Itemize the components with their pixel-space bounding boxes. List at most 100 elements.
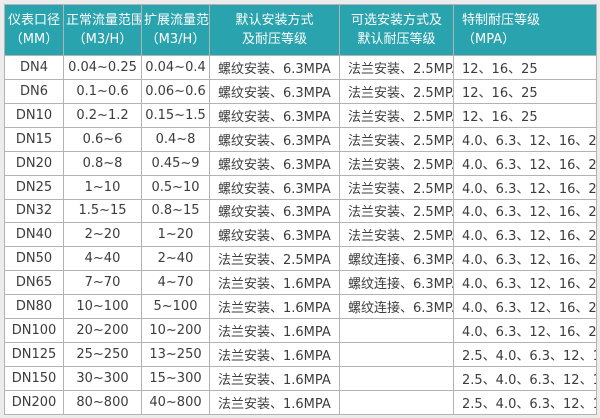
- cell-normal-flow: 1.5~15: [63, 198, 142, 224]
- cell-optional-install: [339, 342, 454, 367]
- cell-special-pressure: 4.0、6.3、12、16、25: [453, 318, 597, 344]
- cell-extended-flow: 40~800: [141, 389, 210, 416]
- col-header-extended-flow-range: 扩展流量范围 （M3/H）: [141, 4, 210, 56]
- cell-extended-flow: 13~250: [141, 342, 210, 367]
- cell-diameter: DN4: [4, 55, 64, 80]
- table-row: DN15 0.6~6 0.4~8 螺纹安装、6.3MPA 法兰安装、2.5MPA…: [4, 126, 597, 152]
- table-row: DN20 0.8~8 0.45~9 螺纹安装、6.3MPA 法兰安装、2.5MP…: [4, 150, 597, 176]
- cell-diameter: DN32: [4, 198, 64, 224]
- cell-special-pressure: 4.0、6.3、12、16、25: [453, 246, 597, 272]
- cell-normal-flow: 1~10: [63, 174, 142, 200]
- cell-default-install: 螺纹安装、6.3MPA: [209, 78, 340, 104]
- header-line: 及耐压等级: [241, 32, 307, 47]
- cell-default-install: 螺纹安装、6.3MPA: [209, 198, 340, 224]
- cell-extended-flow: 4~70: [141, 270, 210, 296]
- table-body: DN4 0.04~0.25 0.04~0.4 螺纹安装、6.3MPA 法兰安装、…: [4, 55, 597, 416]
- header-line: 默认安装方式: [235, 13, 314, 28]
- table-row: DN6 0.1~0.6 0.06~0.6 螺纹安装、6.3MPA 法兰安装、2.…: [4, 78, 597, 104]
- header-line: 扩展流量范围: [144, 13, 210, 28]
- cell-extended-flow: 0.04~0.4: [141, 55, 210, 80]
- cell-default-install: 法兰安装、1.6MPA: [209, 270, 340, 296]
- cell-diameter: DN40: [4, 222, 64, 248]
- cell-default-install: 法兰安装、1.6MPA: [209, 342, 340, 367]
- cell-special-pressure: 12、16、25: [453, 78, 597, 104]
- table-row: DN50 4~40 2~40 法兰安装、2.5MPA 螺纹连接、6.3MPA 4…: [4, 246, 597, 272]
- cell-optional-install: 法兰安装、2.5MPA: [339, 150, 454, 176]
- cell-special-pressure: 2.5、4.0、6.3、12、16: [453, 365, 597, 391]
- cell-optional-install: 法兰安装、2.5MPA: [339, 78, 454, 104]
- table-row: DN32 1.5~15 0.8~15 螺纹安装、6.3MPA 法兰安装、2.5M…: [4, 198, 597, 224]
- cell-special-pressure: 4.0、6.3、12、16、25: [453, 150, 597, 176]
- cell-default-install: 螺纹安装、6.3MPA: [209, 55, 340, 80]
- cell-special-pressure: 12、16、25: [453, 55, 597, 80]
- cell-default-install: 螺纹安装、6.3MPA: [209, 150, 340, 176]
- cell-extended-flow: 5~100: [141, 294, 210, 320]
- cell-default-install: 法兰安装、1.6MPA: [209, 389, 340, 416]
- cell-diameter: DN125: [4, 342, 64, 367]
- col-header-diameter: 仪表口径 （MM）: [4, 4, 64, 56]
- cell-diameter: DN100: [4, 318, 64, 344]
- header-line: （MPA）: [462, 32, 516, 47]
- table-row: DN65 7~70 4~70 法兰安装、1.6MPA 螺纹连接、6.3MPA 4…: [4, 270, 597, 296]
- cell-default-install: 螺纹安装、6.3MPA: [209, 126, 340, 152]
- table-row: DN40 2~20 1~20 螺纹安装、6.3MPA 法兰安装、2.5MPA 4…: [4, 222, 597, 248]
- cell-diameter: DN80: [4, 294, 64, 320]
- cell-special-pressure: 4.0、6.3、12、16、25: [453, 270, 597, 296]
- col-header-default-install: 默认安装方式 及耐压等级: [209, 4, 340, 56]
- cell-optional-install: [339, 389, 454, 416]
- cell-default-install: 法兰安装、1.6MPA: [209, 294, 340, 320]
- cell-extended-flow: 0.4~8: [141, 126, 210, 152]
- cell-diameter: DN25: [4, 174, 64, 200]
- cell-optional-install: 螺纹连接、6.3MPA: [339, 294, 454, 320]
- col-header-special-pressure: 特制耐压等级 （MPA）: [453, 4, 597, 56]
- cell-special-pressure: 4.0、6.3、12、16、25: [453, 198, 597, 224]
- cell-optional-install: 螺纹连接、6.3MPA: [339, 246, 454, 272]
- cell-normal-flow: 0.1~0.6: [63, 78, 142, 104]
- col-header-optional-install: 可选安装方式及 默认耐压等级: [339, 4, 454, 56]
- cell-default-install: 螺纹安装、6.3MPA: [209, 174, 340, 200]
- cell-normal-flow: 0.04~0.25: [63, 55, 142, 80]
- table-header: 仪表口径 （MM） 正常流量范围 （M3/H） 扩展流量范围 （M3/H） 默认…: [4, 4, 597, 56]
- flowmeter-spec-table: 仪表口径 （MM） 正常流量范围 （M3/H） 扩展流量范围 （M3/H） 默认…: [4, 4, 597, 416]
- cell-default-install: 螺纹安装、6.3MPA: [209, 102, 340, 128]
- cell-special-pressure: 2.5、4.0、6.3、12、16: [453, 389, 597, 416]
- cell-extended-flow: 0.45~9: [141, 150, 210, 176]
- table-row: DN10 0.2~1.2 0.15~1.5 螺纹安装、6.3MPA 法兰安装、2…: [4, 102, 597, 128]
- cell-default-install: 法兰安装、1.6MPA: [209, 318, 340, 344]
- cell-extended-flow: 0.5~10: [141, 174, 210, 200]
- cell-optional-install: 法兰安装、2.5MPA: [339, 198, 454, 224]
- cell-extended-flow: 1~20: [141, 222, 210, 248]
- header-line: 特制耐压等级: [462, 13, 541, 28]
- cell-diameter: DN10: [4, 102, 64, 128]
- cell-normal-flow: 2~20: [63, 222, 142, 248]
- cell-extended-flow: 10~200: [141, 318, 210, 344]
- cell-optional-install: 法兰安装、2.5MPA: [339, 55, 454, 80]
- header-line: 默认耐压等级: [357, 32, 436, 47]
- header-line: 可选安装方式及: [350, 13, 442, 28]
- cell-normal-flow: 25~250: [63, 342, 142, 367]
- cell-diameter: DN20: [4, 150, 64, 176]
- cell-special-pressure: 4.0、6.3、12、16、25: [453, 222, 597, 248]
- cell-normal-flow: 10~100: [63, 294, 142, 320]
- table-row: DN25 1~10 0.5~10 螺纹安装、6.3MPA 法兰安装、2.5MPA…: [4, 174, 597, 200]
- cell-normal-flow: 20~200: [63, 318, 142, 344]
- table-row: DN200 80~800 40~800 法兰安装、1.6MPA 2.5、4.0、…: [4, 389, 597, 416]
- cell-normal-flow: 0.8~8: [63, 150, 142, 176]
- cell-extended-flow: 2~40: [141, 246, 210, 272]
- header-line: （MM）: [9, 32, 59, 47]
- cell-optional-install: 法兰安装、2.5MPA: [339, 102, 454, 128]
- cell-normal-flow: 80~800: [63, 389, 142, 416]
- cell-diameter: DN65: [4, 270, 64, 296]
- cell-diameter: DN200: [4, 389, 64, 416]
- cell-default-install: 法兰安装、2.5MPA: [209, 246, 340, 272]
- cell-special-pressure: 12、16、25: [453, 102, 597, 128]
- table-row: DN150 30~300 15~300 法兰安装、1.6MPA 2.5、4.0、…: [4, 365, 597, 391]
- cell-optional-install: [339, 318, 454, 344]
- header-line: （M3/H）: [72, 32, 133, 47]
- cell-extended-flow: 0.8~15: [141, 198, 210, 224]
- cell-normal-flow: 4~40: [63, 246, 142, 272]
- cell-diameter: DN6: [4, 78, 64, 104]
- cell-optional-install: 螺纹连接、6.3MPA: [339, 270, 454, 296]
- cell-normal-flow: 7~70: [63, 270, 142, 296]
- cell-extended-flow: 15~300: [141, 365, 210, 391]
